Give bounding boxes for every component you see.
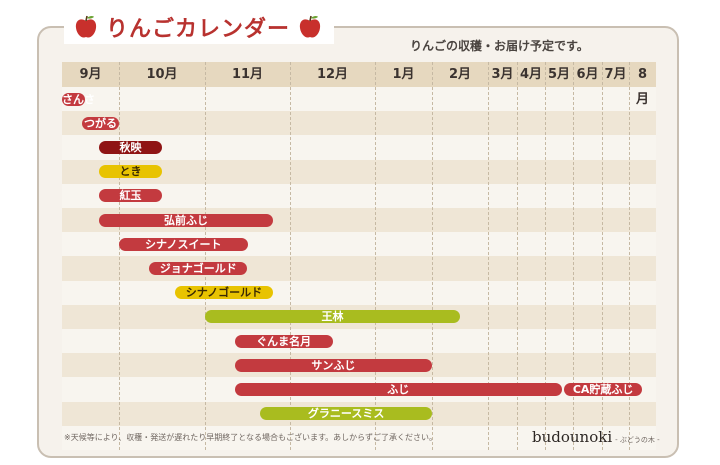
title-area: りんごカレンダー	[64, 10, 335, 44]
month-divider	[119, 62, 120, 450]
page-title: りんごカレンダー	[106, 17, 291, 42]
brand-subtitle: - ぶどうの木 -	[615, 436, 660, 444]
apple-icon	[74, 14, 98, 40]
variety-bar: グラニースミス	[260, 407, 432, 421]
month-label: 8月	[635, 67, 649, 107]
variety-bar: とき	[99, 165, 162, 179]
footer-note: ※天候等により、収穫・発送が遅れたり早期終了となる場合もございます。あしからずご…	[64, 433, 438, 442]
month-label: 7月	[604, 67, 627, 82]
variety-bar: ぐんま名月	[234, 334, 333, 348]
variety-bar: 秋映	[99, 141, 162, 154]
variety-bar: サンふじ	[234, 358, 432, 372]
month-divider	[290, 62, 291, 450]
month-divider	[432, 62, 433, 450]
month-label: 4月	[519, 67, 543, 82]
month-label: 10月	[146, 67, 178, 82]
calendar-grid: 9月 10月 11月 12月 1月 2月 3月 4月 5月 6月 7月 8月さんさつがる秋映とき紅玉弘…	[62, 62, 656, 450]
month-label: 1月	[392, 67, 415, 82]
calendar-row	[62, 280, 656, 305]
month-label: 9月	[79, 67, 102, 82]
variety-bar: ジョナゴールド	[149, 262, 248, 275]
month-divider	[545, 62, 546, 450]
apple-icon	[298, 14, 322, 40]
variety-bar-storage: CA貯蔵ふじ	[563, 383, 643, 396]
calendar-row	[62, 329, 656, 354]
month-header	[62, 62, 656, 87]
variety-bar: 王林	[205, 310, 460, 324]
month-divider	[205, 62, 206, 450]
brand-name: budounoki	[532, 428, 613, 446]
month-label: 6月	[576, 67, 599, 82]
calendar-row	[62, 425, 656, 450]
variety-bar: 弘前ふじ	[99, 213, 273, 227]
variety-bar: つがる	[81, 116, 119, 130]
month-divider	[629, 62, 630, 450]
month-divider	[375, 62, 376, 450]
month-label: 3月	[491, 67, 514, 82]
month-label: 2月	[448, 67, 472, 82]
variety-bar: シナノスイート	[119, 237, 248, 251]
month-divider	[573, 62, 574, 450]
month-label: 11月	[231, 67, 264, 82]
variety-bar: さんさ	[62, 92, 95, 106]
calendar-row	[62, 87, 656, 112]
brand-logo: budounoki - ぶどうの木 -	[532, 428, 660, 446]
month-divider	[517, 62, 518, 450]
variety-bar: シナノゴールド	[174, 286, 273, 300]
subtitle: りんごの収穫・お届け予定です。	[410, 39, 589, 53]
month-divider	[602, 62, 603, 450]
variety-bar: ふじ	[234, 383, 562, 396]
month-label: 5月	[547, 67, 571, 82]
variety-bar: 紅玉	[99, 189, 162, 203]
calendar-row	[62, 111, 656, 136]
month-label: 12月	[316, 67, 349, 82]
month-divider	[488, 62, 489, 450]
